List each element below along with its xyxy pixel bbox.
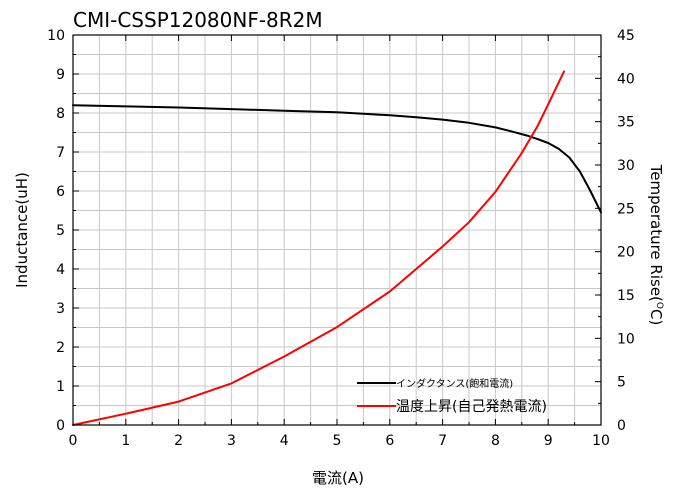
x-axis-title: 電流(A) [312, 469, 364, 487]
series-line-inductance [72, 104, 602, 214]
y-left-tick-label: 2 [56, 340, 65, 356]
y-left-axis-title: Inductance(uH) [13, 172, 31, 288]
ticks [72, 34, 602, 426]
x-tick-label: 3 [227, 433, 236, 449]
y-right-tick-label: 30 [617, 158, 635, 174]
x-tick-label: 7 [438, 433, 447, 449]
series-line-temperature-rise [72, 70, 565, 426]
legend-label-temperature: 温度上昇(自己発熱電流) [396, 399, 547, 415]
y-right-tick-label: 15 [617, 288, 635, 304]
series-layer [72, 70, 602, 426]
y-right-title-sup: O [654, 302, 664, 309]
x-tick-label: 4 [280, 433, 289, 449]
y-left-tick-label: 0 [56, 418, 65, 434]
y-right-title-main: Temperature Rise( [647, 164, 665, 302]
y-left-tick-label: 3 [56, 301, 65, 317]
y-right-tick-label: 45 [617, 28, 635, 44]
tick-labels: 0 1 2 3 4 5 6 7 8 9 100123456789100510152025303540… [47, 28, 635, 449]
legend: インダクタンス(飽和電流) 温度上昇(自己発熱電流) [357, 377, 547, 415]
y-left-tick-label: 1 [56, 379, 65, 395]
y-left-tick-label: 5 [56, 223, 65, 239]
y-right-title-end: C) [647, 309, 665, 325]
y-left-tick-label: 4 [56, 262, 65, 278]
y-right-tick-label: 5 [617, 375, 626, 391]
y-left-tick-label: 6 [56, 184, 65, 200]
grid [73, 35, 601, 425]
chart-title: CMI-CSSP12080NF-8R2M [73, 8, 323, 32]
y-left-tick-label: 8 [56, 106, 65, 122]
y-left-tick-label: 7 [56, 145, 65, 161]
x-tick-label: 5 [333, 433, 342, 449]
y-right-tick-label: 0 [617, 418, 626, 434]
x-tick-label: 9 [544, 433, 553, 449]
y-right-axis-title: Temperature Rise(OC) [647, 164, 665, 326]
y-right-tick-label: 20 [617, 245, 635, 261]
x-tick-label: 10 [592, 433, 610, 449]
x-tick-label: 2 [174, 433, 183, 449]
y-right-tick-label: 35 [617, 115, 635, 131]
y-right-tick-label: 25 [617, 201, 635, 217]
x-tick-label: 8 [491, 433, 500, 449]
y-right-tick-label: 40 [617, 71, 635, 87]
y-left-tick-label: 9 [56, 67, 65, 83]
legend-label-inductance: インダクタンス(飽和電流) [396, 377, 513, 390]
x-tick-label: 1 [121, 433, 130, 449]
x-tick-label: 6 [385, 433, 394, 449]
y-left-tick-label: 10 [47, 28, 65, 44]
x-tick-label: 0 [69, 433, 78, 449]
y-right-tick-label: 10 [617, 331, 635, 347]
